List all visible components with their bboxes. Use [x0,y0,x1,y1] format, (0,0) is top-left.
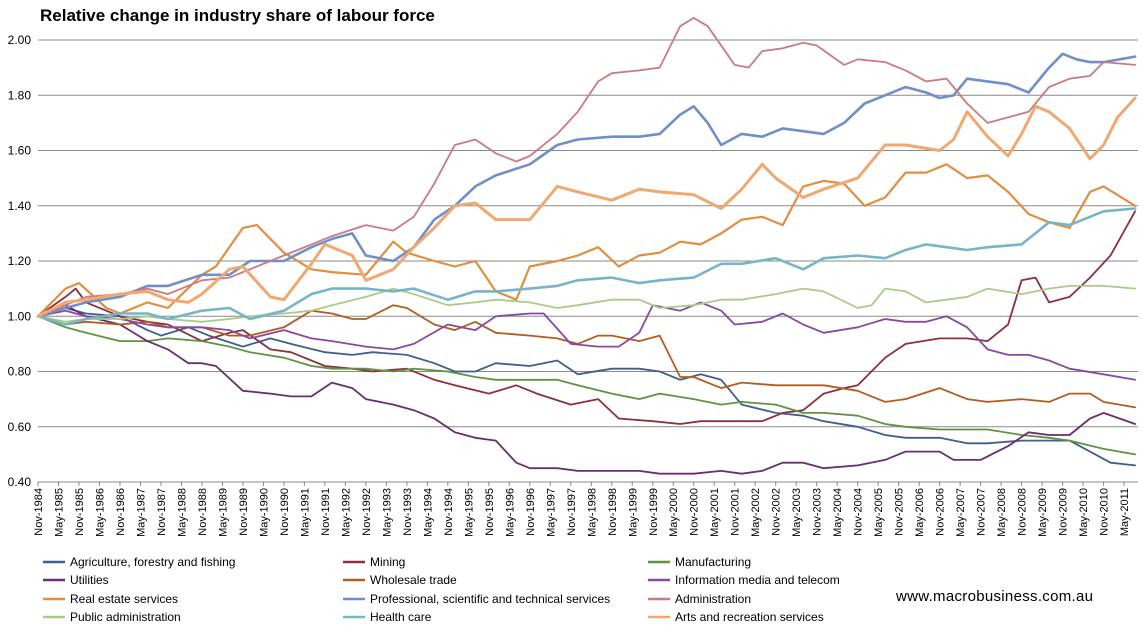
x-tick-label: May-1994 [422,488,434,537]
x-tick-label: Nov-1996 [525,488,537,536]
x-tick-label: May-1995 [463,488,475,537]
x-tick-label: May-1986 [94,488,106,537]
legend-entry-label: Administration [675,592,751,606]
x-tick-label: Nov-1992 [361,488,373,536]
x-tick-label: May-2003 [791,488,803,537]
legend-entry-label: Public administration [70,610,181,624]
x-tick-label: Nov-2010 [1099,488,1111,536]
x-tick-label: Nov-1995 [484,488,496,536]
series-line-10 [36,207,1137,326]
x-tick-label: Nov-1989 [238,488,250,536]
x-tick-label: Nov-2005 [894,488,906,536]
x-tick-label: Nov-1984 [33,488,45,536]
y-tick-label: 0.80 [8,365,32,379]
legend-entry-label: Mining [370,555,405,569]
x-tick-label: Nov-1999 [648,488,660,536]
x-tick-label: May-1998 [586,488,598,537]
x-tick-label: Nov-1994 [443,488,455,536]
x-tick-label: May-2006 [914,488,926,537]
x-tick-label: May-2010 [1078,488,1090,537]
legend-entry-label: Agriculture, forestry and fishing [70,555,235,569]
series-line-6 [36,163,1137,318]
y-tick-label: 1.40 [8,199,32,213]
x-tick-label: Nov-1990 [279,488,291,536]
series-line-3 [37,304,1136,475]
chart-title: Relative change in industry share of lab… [40,6,435,25]
x-tick-label: May-2000 [668,488,680,537]
x-tick-label: Nov-2004 [853,488,865,536]
x-tick-label: May-2008 [996,488,1008,537]
x-tick-label: May-1992 [340,488,352,537]
y-tick-label: 1.20 [8,254,32,268]
series-line-4 [37,304,1136,409]
x-tick-label: May-2009 [1037,488,1049,537]
x-tick-label: Nov-2007 [976,488,988,536]
x-tick-label: Nov-1985 [74,488,86,536]
x-tick-label: May-1989 [217,488,229,537]
series-line-1 [37,210,1136,425]
legend-entry-label: Professional, scientific and technical s… [370,592,610,606]
legend-entry-label: Manufacturing [675,555,751,569]
x-tick-label: May-1997 [545,488,557,537]
legend-entry-label: Arts and recreation services [675,610,824,624]
y-tick-label: 1.60 [8,144,32,158]
series-lines [36,17,1137,475]
x-tick-label: May-1993 [381,488,393,537]
y-axis-tick-labels: 2.00 1.80 1.60 1.40 1.20 1.00 0.80 0.60 0.40 [8,33,32,489]
x-tick-label: May-2011 [1119,488,1131,536]
x-tick-label: May-2005 [873,488,885,537]
legend-entry-label: Real estate services [70,592,178,606]
x-tick-label: May-1988 [176,488,188,537]
legend-entry-label: Wholesale trade [370,573,457,587]
series-line-7 [36,52,1137,318]
x-tick-label: Nov-1988 [197,488,209,536]
x-tick-label: Nov-1998 [607,488,619,536]
x-tick-label: Nov-2009 [1058,488,1070,536]
x-tick-label: May-1991 [299,488,311,537]
x-tick-label: Nov-2001 [730,488,742,536]
y-tick-label: 1.80 [8,88,32,102]
y-tick-label: 0.60 [8,420,32,434]
y-tick-label: 1.00 [8,309,32,323]
x-tick-label: May-1990 [258,488,270,537]
x-tick-label: Nov-2008 [1017,488,1029,536]
x-tick-label: May-2001 [709,488,721,537]
x-tick-label: May-1985 [53,488,65,537]
legend-entry-label: Health care [370,610,432,624]
series-line-9 [37,285,1136,323]
x-tick-label: Nov-1986 [115,488,127,536]
x-tick-label: May-2007 [955,488,967,537]
x-tick-label: May-2004 [832,488,844,537]
x-tick-label: Nov-2002 [771,488,783,536]
y-tick-label: 2.00 [8,33,32,47]
x-tick-label: May-2002 [750,488,762,537]
x-tick-label: Nov-1997 [566,488,578,536]
x-tick-label: Nov-1987 [156,488,168,536]
series-line-2 [37,315,1136,456]
x-tick-label: Nov-2006 [935,488,947,536]
series-line-5 [37,301,1136,381]
x-tick-label: May-1987 [135,488,147,537]
x-tick-label: Nov-2000 [689,488,701,536]
legend-entry-label: Utilities [70,573,109,587]
series-line-11 [36,96,1137,318]
series-line-8 [37,17,1136,318]
x-tick-label: Nov-2003 [812,488,824,536]
x-tick-label: May-1996 [504,488,516,537]
x-tick-label: Nov-1993 [402,488,414,536]
y-tick-label: 0.40 [8,475,32,489]
source-credit: www.macrobusiness.com.au [896,588,1094,605]
x-tick-label: May-1999 [627,488,639,537]
x-tick-label: Nov-1991 [320,488,332,536]
legend: Agriculture, forestry and fishing Mining M… [43,555,840,624]
x-axis-tick-labels: Nov-1984 May-1985 Nov-1985 May-1986 Nov-1986… [33,482,1131,537]
legend-entry-label: Information media and telecom [675,573,840,587]
